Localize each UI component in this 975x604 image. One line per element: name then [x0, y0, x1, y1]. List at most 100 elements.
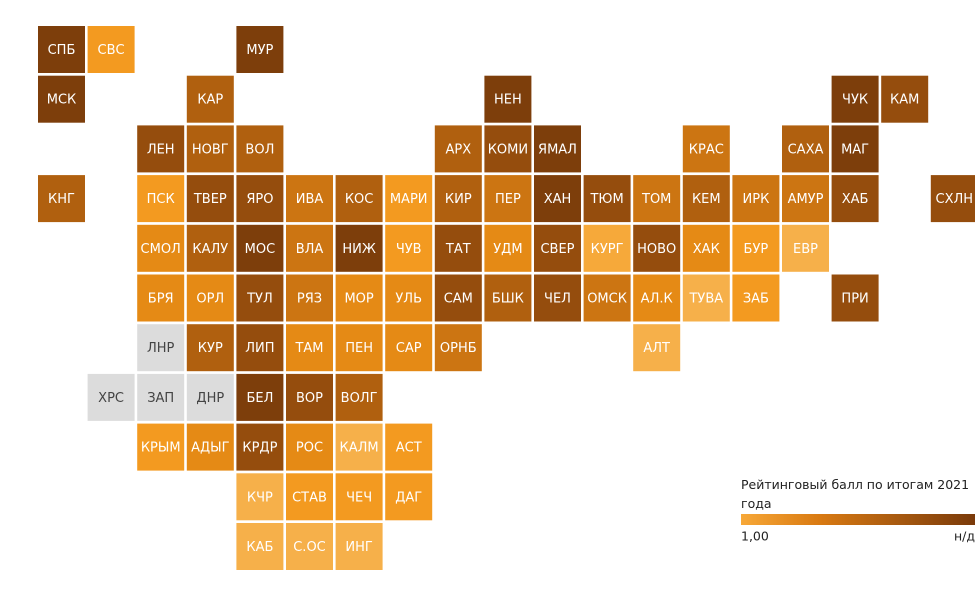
region-label: УДМ: [493, 242, 522, 257]
region-tile: [87, 26, 135, 73]
region-label: ТАТ: [445, 242, 471, 257]
region-tile: [534, 125, 581, 173]
region-label: АМУР: [788, 192, 824, 207]
region-label: ДНР: [196, 391, 224, 406]
region-tile: [286, 373, 333, 421]
region-tile: [434, 125, 482, 173]
region-label: ИРК: [743, 192, 770, 207]
region-tile: [137, 175, 185, 223]
region-label: КОС: [345, 192, 374, 207]
region-tile: [484, 274, 532, 322]
region-label: КАМ: [890, 93, 919, 108]
region-label: БУР: [744, 242, 769, 257]
region-label: НИЖ: [342, 242, 376, 257]
region-tile: [236, 473, 284, 521]
region-label: НОВГ: [192, 142, 229, 157]
region-tile: [534, 175, 581, 223]
region-tile: [236, 26, 284, 73]
region-label: ТВЕР: [193, 192, 227, 207]
region-tile: [831, 125, 879, 173]
region-label: СМОЛ: [141, 242, 181, 257]
region-label: СВЕР: [540, 242, 574, 257]
region-label: ЯМАЛ: [538, 142, 577, 157]
legend-gradient: [741, 514, 975, 525]
region-tile: [434, 175, 482, 223]
region-label: РЯЗ: [297, 292, 322, 307]
region-tile: [682, 274, 730, 322]
region-tile: [335, 274, 383, 322]
region-tile: [236, 224, 284, 272]
region-label: МАРИ: [390, 192, 428, 207]
region-label: МСК: [47, 93, 77, 108]
region-label: САХА: [788, 142, 824, 157]
region-tile: [534, 274, 581, 322]
region-tile: [186, 224, 234, 272]
region-tile: [385, 175, 433, 223]
region-label: ДАГ: [395, 490, 422, 505]
region-tile: [484, 125, 532, 173]
region-label: ТУЛ: [246, 292, 273, 307]
region-label: ОРЛ: [196, 292, 224, 307]
region-label: ХАН: [544, 192, 572, 207]
region-tile: [186, 75, 234, 123]
region-tile: [87, 373, 135, 421]
region-tile: [286, 324, 333, 372]
region-tile: [583, 175, 631, 223]
region-label: БРЯ: [148, 292, 174, 307]
region-label: ИВА: [296, 192, 324, 207]
region-tile: [732, 274, 780, 322]
region-tile: [484, 224, 532, 272]
region-label: АДЫГ: [191, 441, 230, 456]
region-tile: [286, 224, 333, 272]
region-label: КОМИ: [488, 142, 528, 157]
region-label: КАЛМ: [340, 441, 379, 456]
region-tile: [831, 274, 879, 322]
region-tile: [186, 373, 234, 421]
region-label: ПЕН: [345, 341, 373, 356]
region-tile: [732, 224, 780, 272]
region-label: ЧУК: [842, 93, 868, 108]
region-tile: [881, 75, 929, 123]
region-label: ЛЕН: [147, 142, 175, 157]
region-tile: [335, 423, 383, 471]
region-label: ЛИП: [245, 341, 274, 356]
region-label: ВОЛ: [245, 142, 274, 157]
region-tile: [633, 274, 681, 322]
region-tile: [186, 274, 234, 322]
region-label: ТОМ: [641, 192, 671, 207]
region-tile: [236, 125, 284, 173]
region-tile: [186, 423, 234, 471]
region-tile: [484, 75, 532, 123]
region-tile: [186, 324, 234, 372]
region-tile: [831, 175, 879, 223]
region-tile: [633, 324, 681, 372]
region-label: С.ОС: [293, 540, 326, 555]
region-tile: [335, 473, 383, 521]
region-tile: [236, 175, 284, 223]
region-label: САМ: [444, 292, 473, 307]
region-label: ПСК: [147, 192, 175, 207]
region-tile: [633, 175, 681, 223]
region-tile: [385, 324, 433, 372]
region-label: ЧЕЧ: [346, 490, 372, 505]
region-label: БШК: [492, 292, 524, 307]
region-tile: [186, 175, 234, 223]
region-label: МОС: [245, 242, 276, 257]
region-tile: [236, 423, 284, 471]
region-tile: [682, 175, 730, 223]
region-label: МУР: [246, 43, 273, 58]
region-label: ЗАБ: [743, 292, 769, 307]
region-label: НОВО: [637, 242, 676, 257]
region-label: АЛ.К: [641, 292, 673, 307]
region-label: ВЛА: [296, 242, 324, 257]
region-tile: [335, 224, 383, 272]
region-tile: [335, 175, 383, 223]
region-label: БЕЛ: [246, 391, 273, 406]
region-tile: [137, 224, 185, 272]
region-label: ЗАП: [147, 391, 174, 406]
region-tile: [583, 274, 631, 322]
legend-min: 1,00: [741, 529, 769, 544]
region-label: НЕН: [494, 93, 522, 108]
